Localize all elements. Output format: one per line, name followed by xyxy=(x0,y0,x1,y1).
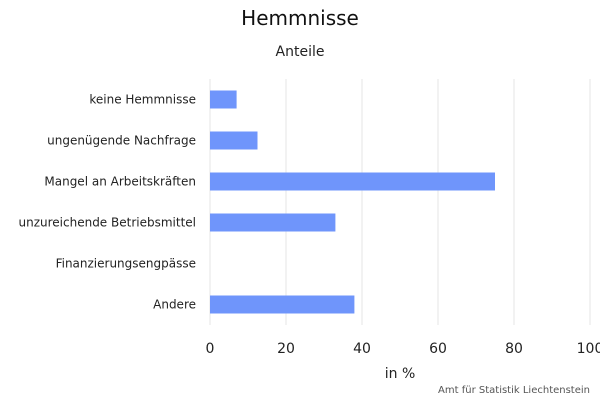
bar[interactable] xyxy=(210,172,495,191)
category-label: ungenügende Nachfrage xyxy=(47,134,196,148)
x-tick-label: 40 xyxy=(353,341,371,357)
bar[interactable] xyxy=(210,295,355,314)
grid-lines xyxy=(209,79,591,325)
bars xyxy=(210,90,495,314)
x-tick-labels: 0 20 40 60 80 100 xyxy=(206,341,600,357)
x-tick-label: 20 xyxy=(277,341,295,357)
x-tick-label: 60 xyxy=(429,341,447,357)
x-tick-label: 80 xyxy=(505,341,523,357)
category-label: Mangel an Arbeitskräften xyxy=(44,175,196,189)
category-label: Andere xyxy=(153,298,196,312)
category-label: keine Hemmnisse xyxy=(89,93,196,107)
x-tick-label: 100 xyxy=(577,341,600,357)
category-label: unzureichende Betriebsmittel xyxy=(19,216,197,230)
source-credit: Amt für Statistik Liechtenstein xyxy=(438,385,590,396)
chart-title: Hemmnisse xyxy=(241,6,359,30)
x-tick-label: 0 xyxy=(206,341,215,357)
category-labels: keine Hemmnisse ungenügende Nachfrage Mang… xyxy=(19,93,197,312)
bar[interactable] xyxy=(210,90,237,109)
bar[interactable] xyxy=(210,131,258,150)
category-label: Finanzierungsengpässe xyxy=(56,257,196,271)
bar[interactable] xyxy=(210,213,336,232)
x-axis-title: in % xyxy=(385,366,416,382)
chart-subtitle: Anteile xyxy=(275,44,325,60)
